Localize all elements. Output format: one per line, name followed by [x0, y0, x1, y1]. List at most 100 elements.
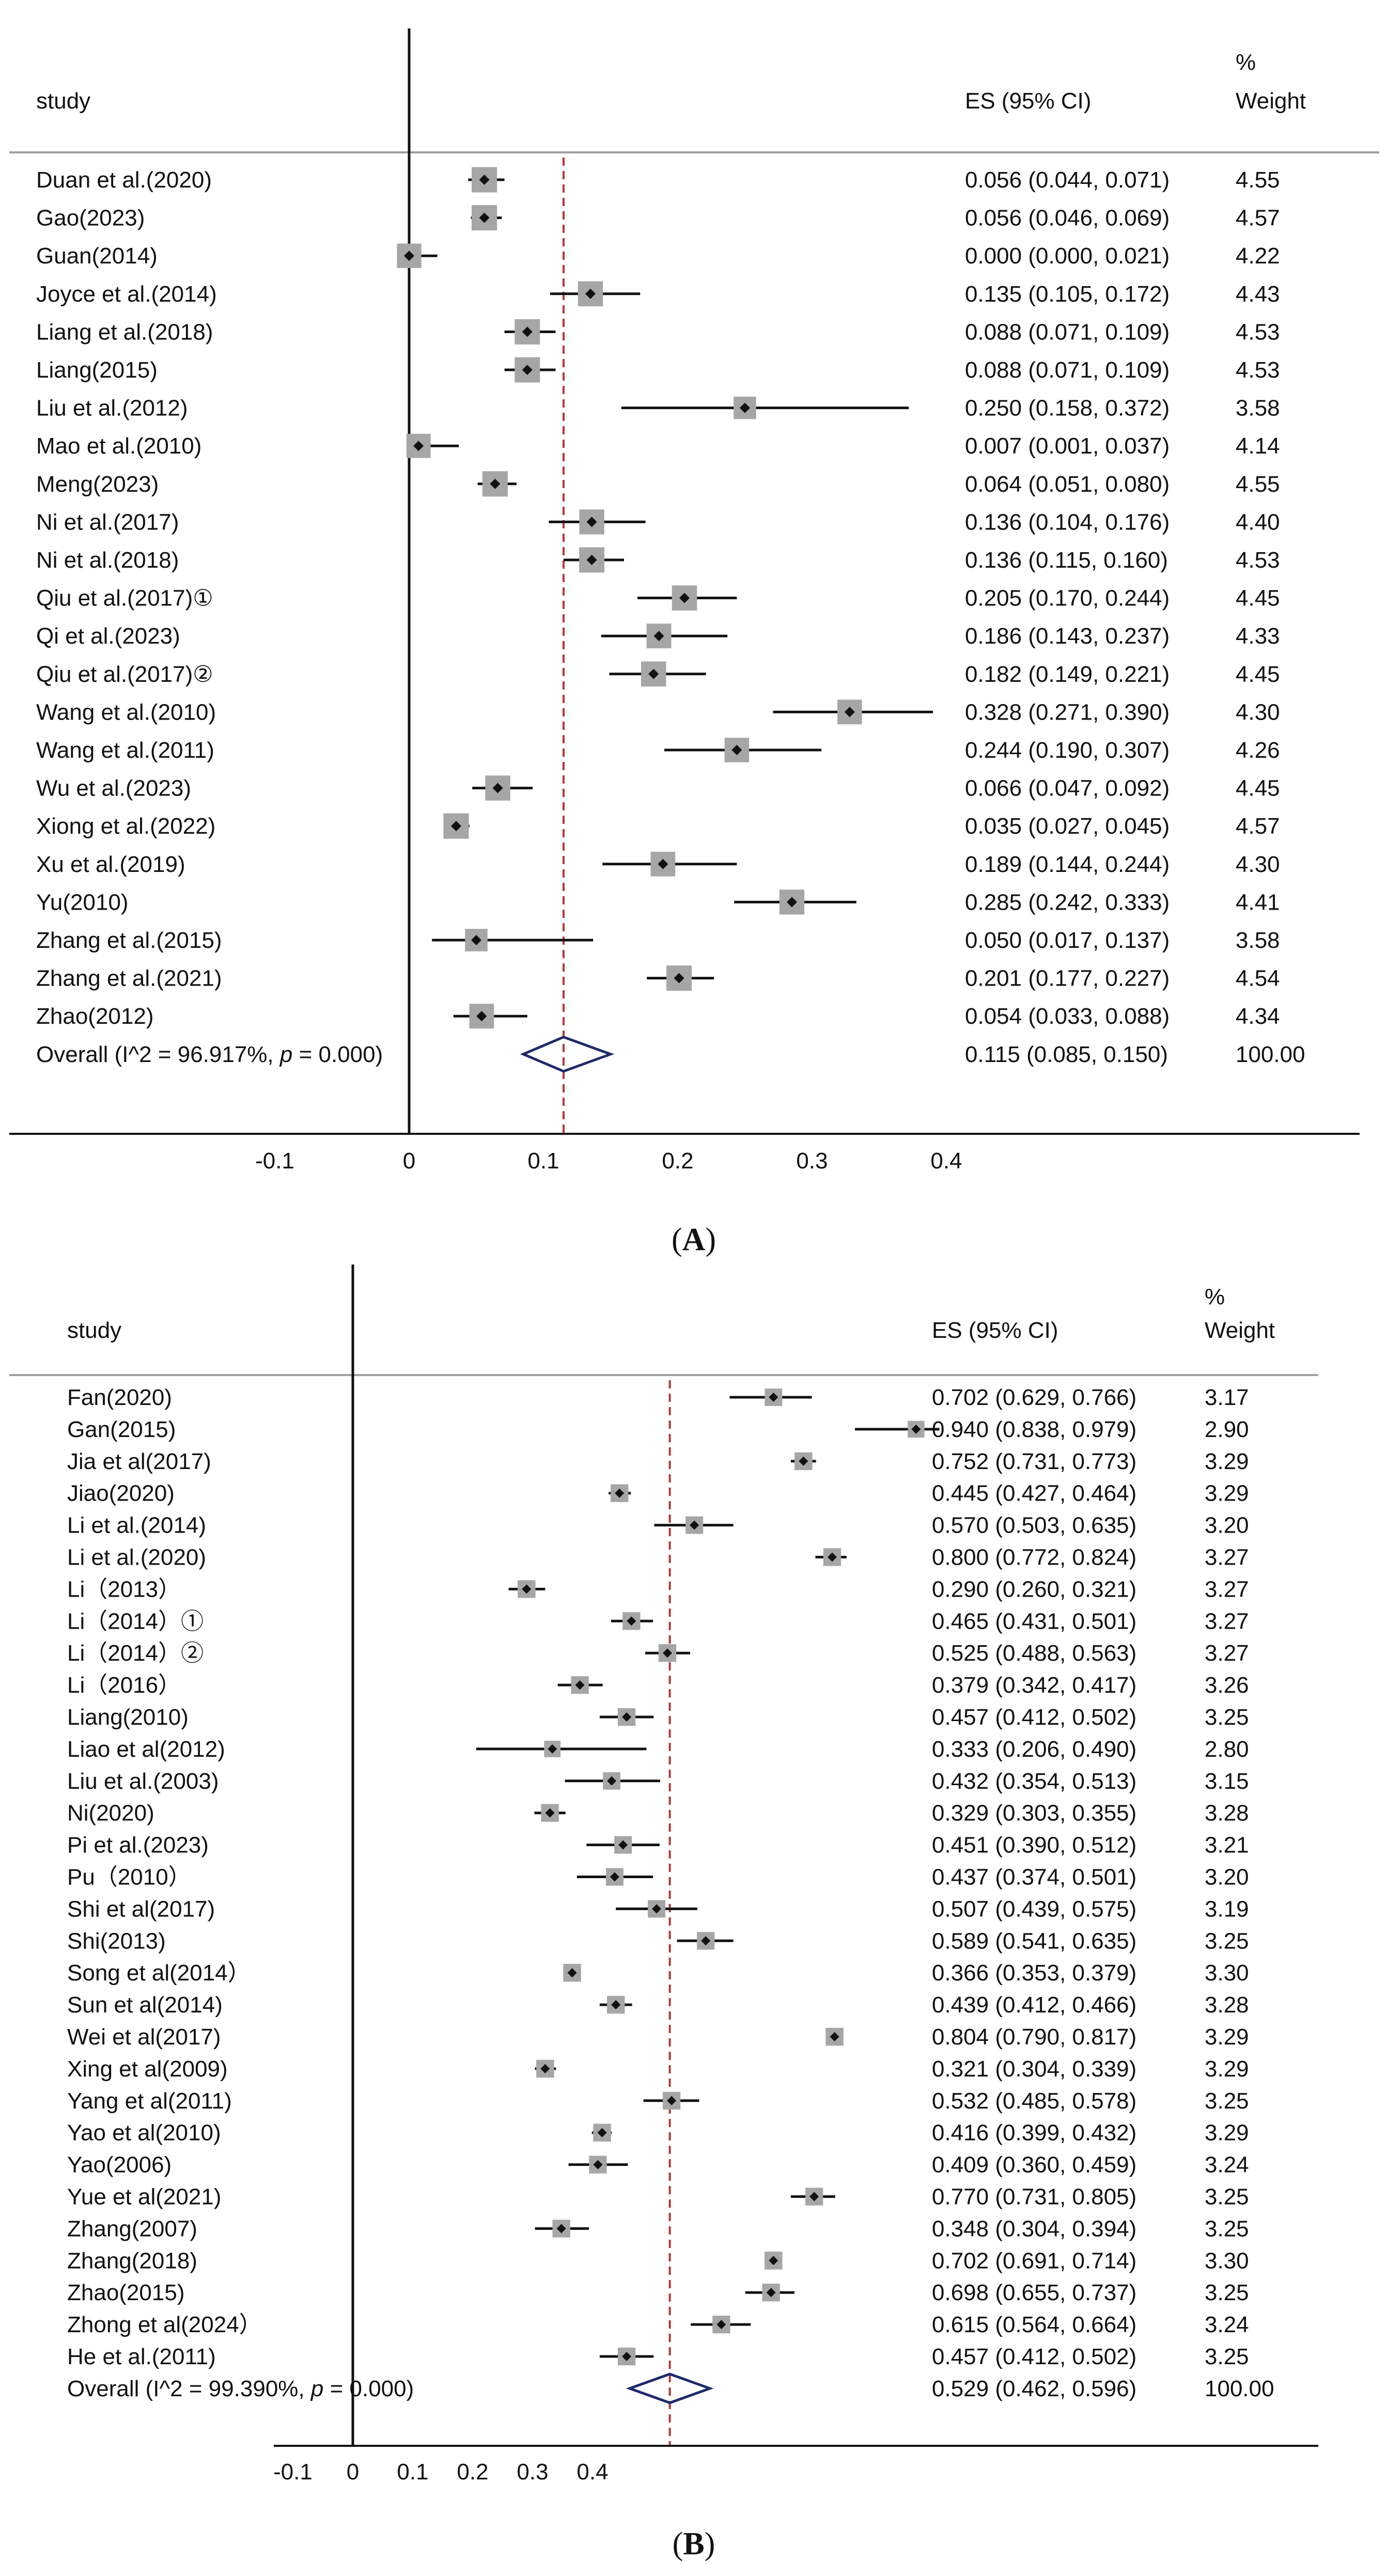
study-label: Yao(2006) — [67, 2152, 171, 2178]
study-es-ci: 0.465 (0.431, 0.501) — [932, 1609, 1136, 1634]
study-es-ci: 0.050 (0.017, 0.137) — [965, 928, 1169, 953]
study-es-ci: 0.328 (0.271, 0.390) — [965, 699, 1169, 725]
point-estimate — [451, 821, 461, 832]
overall-label-suffix: = 0.000) — [323, 2376, 414, 2401]
study-es-ci: 0.800 (0.772, 0.824) — [932, 1545, 1136, 1570]
study-weight: 4.45 — [1236, 586, 1280, 611]
study-es-ci: 0.698 (0.655, 0.737) — [932, 2280, 1136, 2305]
header-weight: Weight — [1205, 1318, 1275, 1343]
overall-label-p: p — [279, 1042, 292, 1067]
overall-weight: 100.00 — [1236, 1042, 1305, 1067]
caption-close-paren: ) — [705, 1222, 716, 1257]
study-label: Zhao(2012) — [36, 1004, 153, 1029]
study-weight: 3.20 — [1205, 1513, 1249, 1538]
study-weight: 3.30 — [1205, 1960, 1249, 1986]
study-es-ci: 0.088 (0.071, 0.109) — [965, 319, 1169, 345]
study-weight: 4.34 — [1236, 1004, 1280, 1029]
study-row: Zhang(2007) 0.348 (0.304, 0.394) 3.25 — [67, 2216, 1249, 2241]
study-label: Liang(2010) — [67, 1705, 189, 1730]
study-label: Gan(2015) — [67, 1417, 176, 1442]
overall-weight: 100.00 — [1205, 2376, 1274, 2401]
x-tick-label: 0.2 — [662, 1148, 693, 1174]
overall-label-p: p — [310, 2376, 323, 2401]
study-es-ci: 0.702 (0.691, 0.714) — [932, 2248, 1136, 2273]
study-es-ci: 0.000 (0.000, 0.021) — [965, 243, 1169, 269]
point-estimate — [622, 2352, 632, 2361]
forest-panel-a: study ES (95% CI)% Weight Duan et al.(2020)… — [9, 28, 1379, 1257]
point-estimate — [567, 1968, 577, 1978]
study-label: Yang et al(2011) — [67, 2088, 232, 2114]
study-es-ci: 0.804 (0.790, 0.817) — [932, 2024, 1136, 2050]
study-weight: 3.27 — [1205, 1641, 1249, 1666]
study-label: He et al.(2011) — [67, 2344, 216, 2369]
study-label: Yue et al(2021) — [67, 2184, 221, 2210]
study-weight: 3.24 — [1205, 2152, 1249, 2178]
study-label: Guan(2014) — [36, 243, 158, 269]
study-es-ci: 0.035 (0.027, 0.045) — [965, 814, 1169, 839]
study-es-ci: 0.201 (0.177, 0.227) — [965, 966, 1169, 991]
study-row: Shi et al(2017) 0.507 (0.439, 0.575) 3.19 — [67, 1896, 1249, 1922]
study-label: Xing et al(2009) — [67, 2056, 228, 2082]
x-tick-label: 0.3 — [796, 1148, 828, 1174]
study-weight: 4.57 — [1236, 206, 1280, 231]
point-estimate — [413, 441, 424, 451]
study-label: Li et al.(2020) — [67, 1545, 206, 1570]
study-label: Qiu et al.(2017)② — [36, 662, 213, 687]
study-label: Shi et al(2017) — [67, 1896, 215, 1922]
study-weight: 3.20 — [1205, 1865, 1249, 1890]
point-estimate — [522, 365, 533, 375]
x-tick-label: 0.4 — [576, 2459, 608, 2485]
point-estimate — [653, 631, 664, 642]
study-es-ci: 0.379 (0.342, 0.417) — [932, 1673, 1136, 1698]
point-estimate — [492, 783, 503, 793]
study-label: Liang(2015) — [36, 357, 158, 383]
point-estimate — [740, 402, 750, 413]
study-es-ci: 0.054 (0.033, 0.088) — [965, 1004, 1169, 1029]
study-row: Wei et al(2017) 0.804 (0.790, 0.817) 3.29 — [67, 2024, 1249, 2050]
study-label: Song et al(2014） — [67, 1960, 251, 1986]
study-es-ci: 0.189 (0.144, 0.244) — [965, 852, 1169, 877]
header-es: ES (95% CI) — [965, 88, 1091, 114]
study-label: Li（2014）② — [67, 1641, 204, 1666]
caption-close-paren: ) — [705, 2526, 715, 2562]
study-weight: 3.25 — [1205, 2344, 1249, 2369]
study-label: Li（2013） — [67, 1576, 181, 1602]
overall-label-suffix: = 0.000) — [292, 1042, 383, 1067]
study-row: Zhao(2015) 0.698 (0.655, 0.737) 3.25 — [67, 2280, 1249, 2305]
study-row: Mao et al.(2010) 0.007 (0.001, 0.037) 4.14 — [36, 433, 1280, 459]
point-estimate — [597, 2128, 607, 2137]
study-weight: 4.14 — [1236, 433, 1280, 459]
study-label: Liu et al.(2003) — [67, 1769, 219, 1794]
point-estimate — [766, 2288, 776, 2298]
study-row: Sun et al(2014) 0.439 (0.412, 0.466) 3.28 — [67, 1992, 1249, 2018]
study-es-ci: 0.244 (0.190, 0.307) — [965, 738, 1169, 763]
study-weight: 3.29 — [1205, 2056, 1249, 2082]
point-estimate — [648, 668, 659, 679]
study-row: He et al.(2011) 0.457 (0.412, 0.502) 3.25 — [67, 2344, 1249, 2369]
study-weight: 4.30 — [1236, 699, 1280, 725]
point-estimate — [769, 1393, 778, 1402]
study-row: Zhao(2012) 0.054 (0.033, 0.088) 4.34 — [36, 1004, 1280, 1029]
study-label: Fan(2020) — [67, 1385, 172, 1410]
study-es-ci: 0.321 (0.304, 0.339) — [932, 2056, 1136, 2082]
study-es-ci: 0.532 (0.485, 0.578) — [932, 2088, 1136, 2114]
study-weight: 3.25 — [1205, 2088, 1249, 2114]
study-label: Wu et al.(2023) — [36, 776, 191, 801]
study-row: Li（2014）① 0.465 (0.431, 0.501) 3.27 — [67, 1609, 1249, 1634]
study-row: Yang et al(2011) 0.532 (0.485, 0.578) 3.25 — [67, 2088, 1249, 2114]
header-study: study — [67, 1318, 121, 1343]
study-label: Li（2016） — [67, 1673, 181, 1698]
study-row: Liang(2015) 0.088 (0.071, 0.109) 4.53 — [36, 357, 1280, 383]
study-es-ci: 0.285 (0.242, 0.333) — [965, 889, 1169, 915]
study-es-ci: 0.066 (0.047, 0.092) — [965, 776, 1169, 801]
study-weight: 3.19 — [1205, 1896, 1249, 1922]
point-estimate — [674, 973, 684, 983]
study-row: Liu et al.(2003) 0.432 (0.354, 0.513) 3.15 — [67, 1769, 1249, 1794]
point-estimate — [548, 1744, 557, 1754]
study-row: Duan et al.(2020) 0.056 (0.044, 0.071) 4.5… — [36, 167, 1280, 193]
study-weight: 4.22 — [1236, 243, 1280, 269]
study-label: Ni et al.(2017) — [36, 509, 179, 535]
study-label: Duan et al.(2020) — [36, 167, 212, 193]
point-estimate — [828, 1552, 837, 1562]
study-row: Jiao(2020) 0.445 (0.427, 0.464) 3.29 — [67, 1481, 1249, 1506]
